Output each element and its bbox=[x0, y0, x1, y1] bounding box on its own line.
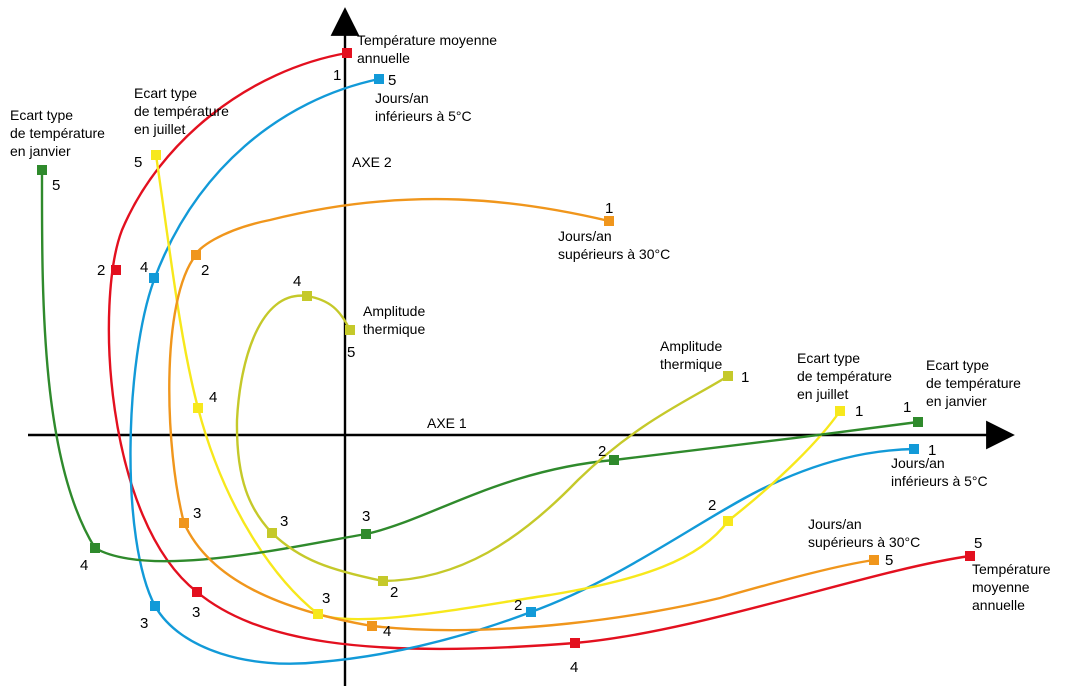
ecart_janvier-point-marker bbox=[609, 455, 619, 465]
temp_moyenne-point-marker bbox=[111, 265, 121, 275]
jours_sup30-point-marker bbox=[604, 216, 614, 226]
jours_inf5-end-label: inférieurs à 5°C bbox=[891, 473, 988, 489]
jours_sup30-start-label: supérieurs à 30°C bbox=[558, 246, 670, 262]
jours_sup30-point-marker bbox=[179, 518, 189, 528]
jours_inf5-start-label: Jours/an bbox=[375, 90, 429, 106]
ecart_juillet-point-marker bbox=[723, 516, 733, 526]
ecart_janvier-start-label: Ecart type bbox=[10, 107, 73, 123]
ecart_janvier-point-marker bbox=[361, 529, 371, 539]
temp_moyenne-start-label: annuelle bbox=[357, 50, 410, 66]
temp_moyenne-point-number: 5 bbox=[974, 535, 982, 552]
jours_sup30-point-marker bbox=[869, 555, 879, 565]
jours_sup30-point-number: 1 bbox=[605, 200, 613, 217]
amplitude-start-label: thermique bbox=[363, 321, 425, 337]
amplitude-end-label: thermique bbox=[660, 356, 722, 372]
ecart_janvier-point-marker bbox=[90, 543, 100, 553]
ecart_janvier-point-number: 4 bbox=[80, 557, 88, 574]
jours_sup30-point-number: 5 bbox=[885, 552, 893, 569]
temp_moyenne-point-marker bbox=[342, 48, 352, 58]
jours_sup30-point-marker bbox=[367, 621, 377, 631]
jours_sup30-end-label: Jours/an bbox=[808, 516, 862, 532]
amplitude-point-marker bbox=[378, 576, 388, 586]
amplitude-start-label: Amplitude bbox=[363, 303, 425, 319]
amplitude-point-marker bbox=[302, 291, 312, 301]
amplitude-point-marker bbox=[267, 528, 277, 538]
curve-ecart-janvier bbox=[40, 169, 919, 563]
ecart_juillet-point-marker bbox=[151, 150, 161, 160]
jours_inf5-end-label: Jours/an bbox=[891, 455, 945, 471]
ecart_juillet-point-number: 5 bbox=[134, 154, 142, 171]
ecart_janvier-end-label: Ecart type bbox=[926, 357, 989, 373]
ecart_janvier-end-label: de température bbox=[926, 375, 1021, 391]
jours_sup30-point-number: 2 bbox=[201, 262, 209, 279]
point-markers: 1 2 3 4 5 5 4 3 2 1 5 4 3 2 1 5 4 3 2 1 1 2 3 4 5 5 4 3 2 1 bbox=[37, 48, 982, 676]
ecart_janvier-point-number: 5 bbox=[52, 177, 60, 194]
ecart_juillet-start-label: Ecart type bbox=[134, 85, 197, 101]
ecart_janvier-point-marker bbox=[913, 417, 923, 427]
jours_inf5-point-marker bbox=[909, 444, 919, 454]
jours_sup30-point-number: 3 bbox=[193, 505, 201, 522]
temp_moyenne-end-label: annuelle bbox=[972, 597, 1025, 613]
jours_inf5-start-label: inférieurs à 5°C bbox=[375, 108, 472, 124]
ecart_janvier-point-marker bbox=[37, 165, 47, 175]
temp_moyenne-point-marker bbox=[192, 587, 202, 597]
jours_inf5-point-number: 3 bbox=[140, 615, 148, 632]
jours_sup30-point-marker bbox=[191, 250, 201, 260]
curve-jours-sup30 bbox=[168, 197, 875, 632]
amplitude-point-number: 3 bbox=[280, 513, 288, 530]
jours_sup30-end-label: supérieurs à 30°C bbox=[808, 534, 920, 550]
temp_moyenne-point-marker bbox=[570, 638, 580, 648]
ecart_janvier-point-number: 1 bbox=[903, 399, 911, 416]
temp_moyenne-point-number: 4 bbox=[570, 659, 578, 676]
jours_inf5-point-number: 2 bbox=[514, 597, 522, 614]
jours_inf5-point-number: 4 bbox=[140, 259, 148, 276]
ecart_juillet-point-number: 1 bbox=[855, 403, 863, 420]
curve-ecart-juillet bbox=[154, 154, 841, 621]
ecart_janvier-start-label: de température bbox=[10, 125, 105, 141]
temp_moyenne-point-number: 3 bbox=[192, 604, 200, 621]
ecart_juillet-point-number: 3 bbox=[322, 590, 330, 607]
ecart_juillet-point-marker bbox=[835, 406, 845, 416]
amplitude-point-marker bbox=[345, 325, 355, 335]
ecart_janvier-end-label: en janvier bbox=[926, 393, 987, 409]
amplitude-point-number: 1 bbox=[741, 369, 749, 386]
ecart_juillet-start-label: de température bbox=[134, 103, 229, 119]
amplitude-end-label: Amplitude bbox=[660, 338, 722, 354]
temp_moyenne-point-marker bbox=[965, 551, 975, 561]
ecart_juillet-point-number: 4 bbox=[209, 389, 217, 406]
curve-amplitude-thermique bbox=[235, 294, 729, 583]
ecart_juillet-end-label: de température bbox=[797, 368, 892, 384]
amplitude-point-number: 5 bbox=[347, 344, 355, 361]
ecart_juillet-point-marker bbox=[313, 609, 323, 619]
jours_inf5-point-marker bbox=[526, 607, 536, 617]
jours_inf5-point-number: 1 bbox=[928, 442, 936, 459]
axis-1-label: AXE 1 bbox=[427, 415, 467, 431]
jours_inf5-point-marker bbox=[150, 601, 160, 611]
amplitude-point-number: 2 bbox=[390, 584, 398, 601]
ecart_janvier-point-number: 2 bbox=[598, 443, 606, 460]
ecart_juillet-end-label: en juillet bbox=[797, 386, 848, 402]
ecart_juillet-start-label: en juillet bbox=[134, 121, 185, 137]
temp_moyenne-end-label: moyenne bbox=[972, 579, 1030, 595]
ecart_janvier-start-label: en janvier bbox=[10, 143, 71, 159]
jours_sup30-start-label: Jours/an bbox=[558, 228, 612, 244]
ecart_juillet-end-label: Ecart type bbox=[797, 350, 860, 366]
curve-jours-inf5 bbox=[129, 77, 915, 665]
ecart_janvier-point-number: 3 bbox=[362, 508, 370, 525]
jours_inf5-point-marker bbox=[374, 74, 384, 84]
amplitude-point-number: 4 bbox=[293, 273, 301, 290]
axis-2-label: AXE 2 bbox=[352, 154, 392, 170]
ecart_juillet-point-marker bbox=[193, 403, 203, 413]
temp_moyenne-end-label: Température bbox=[972, 561, 1051, 577]
temp_moyenne-start-label: Température moyenne bbox=[357, 32, 497, 48]
jours_sup30-point-number: 4 bbox=[383, 623, 391, 640]
temp_moyenne-point-number: 2 bbox=[97, 262, 105, 279]
ecart_juillet-point-number: 2 bbox=[708, 497, 716, 514]
jours_inf5-point-number: 5 bbox=[388, 72, 396, 89]
jours_inf5-point-marker bbox=[149, 273, 159, 283]
variable-labels: Température moyenne annuelle Température mo… bbox=[10, 32, 1051, 613]
amplitude-point-marker bbox=[723, 371, 733, 381]
temp_moyenne-point-number: 1 bbox=[333, 67, 341, 84]
